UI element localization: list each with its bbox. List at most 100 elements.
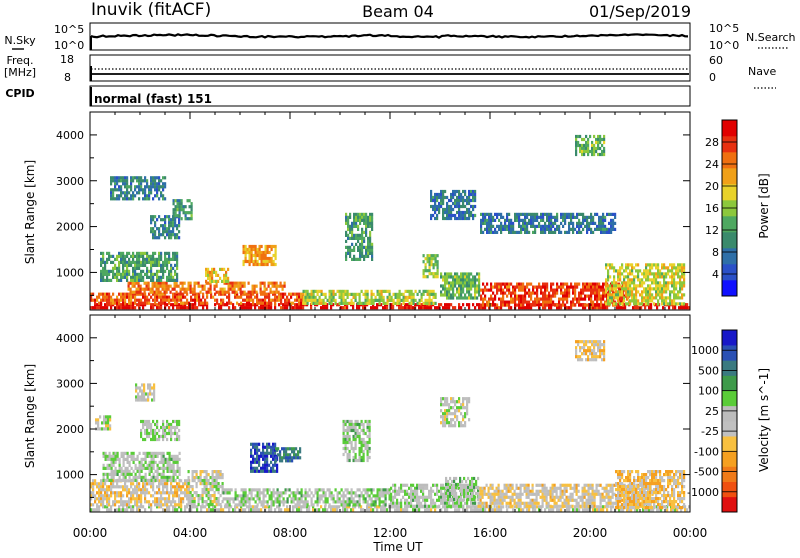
power-cell bbox=[144, 273, 146, 276]
power-cell bbox=[486, 289, 488, 292]
power-cell bbox=[144, 296, 146, 299]
velocity-cell bbox=[335, 500, 337, 503]
power-cell bbox=[460, 193, 462, 196]
power-cell bbox=[548, 292, 550, 295]
velocity-cell bbox=[264, 452, 266, 455]
power-cell bbox=[617, 284, 619, 287]
power-cell bbox=[544, 225, 546, 228]
power-cell bbox=[371, 216, 373, 219]
power-cell bbox=[367, 243, 369, 246]
power-cell bbox=[100, 279, 102, 282]
power-cell bbox=[502, 295, 504, 298]
power-cell bbox=[438, 211, 440, 214]
power-cell bbox=[92, 306, 94, 309]
power-cell bbox=[468, 214, 470, 217]
power-cell bbox=[522, 295, 524, 298]
power-cell bbox=[686, 303, 688, 306]
power-cell bbox=[116, 255, 118, 258]
power-cell bbox=[542, 216, 544, 219]
velocity-cell bbox=[233, 500, 235, 503]
power-cell bbox=[122, 267, 124, 270]
power-cell bbox=[532, 292, 534, 295]
power-cell bbox=[367, 293, 369, 296]
power-cell bbox=[191, 217, 193, 220]
power-cell bbox=[619, 278, 621, 281]
power-cell bbox=[468, 290, 470, 293]
power-cell bbox=[132, 176, 134, 179]
power-cell bbox=[605, 287, 607, 290]
power-cell bbox=[663, 284, 665, 287]
velocity-cell bbox=[287, 488, 289, 491]
power-cell bbox=[627, 272, 629, 275]
power-cell bbox=[112, 261, 114, 264]
power-cell bbox=[590, 286, 592, 289]
velocity-cell bbox=[188, 479, 190, 482]
power-cell bbox=[427, 275, 429, 278]
velocity-cell bbox=[379, 503, 381, 506]
power-cell bbox=[106, 306, 108, 309]
power-cell bbox=[110, 194, 112, 197]
power-cell bbox=[180, 288, 182, 291]
power-cell bbox=[669, 290, 671, 293]
power-cell bbox=[363, 219, 365, 222]
power-cell bbox=[480, 228, 482, 231]
velocity-cell bbox=[220, 476, 222, 479]
velocity-cell bbox=[357, 500, 359, 503]
velocity-cell bbox=[428, 508, 430, 511]
power-cell bbox=[494, 306, 496, 309]
power-cell bbox=[189, 217, 191, 220]
power-cell bbox=[625, 275, 627, 278]
power-cell bbox=[305, 296, 307, 299]
velocity-cell bbox=[271, 491, 273, 494]
velocity-cell bbox=[370, 508, 372, 511]
power-cell bbox=[629, 272, 631, 275]
power-cell bbox=[536, 219, 538, 222]
velocity-cell bbox=[188, 482, 190, 485]
velocity-cell bbox=[162, 497, 164, 500]
power-cell bbox=[407, 296, 409, 299]
velocity-cell bbox=[225, 491, 227, 494]
power-cell bbox=[435, 302, 437, 305]
power-cell bbox=[586, 222, 588, 225]
power-cell bbox=[144, 185, 146, 188]
velocity-cell bbox=[182, 500, 184, 503]
power-cell bbox=[677, 296, 679, 299]
power-cell bbox=[140, 185, 142, 188]
power-cell bbox=[514, 301, 516, 304]
velocity-cell bbox=[286, 505, 288, 508]
power-cell bbox=[371, 249, 373, 252]
power-cell bbox=[116, 267, 118, 270]
power-cell bbox=[393, 302, 395, 305]
velocity-cell bbox=[313, 494, 315, 497]
power-cell bbox=[433, 290, 435, 293]
power-cell bbox=[256, 299, 258, 302]
power-cell bbox=[665, 296, 667, 299]
power-cell bbox=[138, 267, 140, 270]
power-cell bbox=[363, 237, 365, 240]
power-cell bbox=[162, 285, 164, 288]
power-cell bbox=[478, 306, 480, 309]
power-cell bbox=[114, 179, 116, 182]
power-cell bbox=[466, 275, 468, 278]
velocity-cell bbox=[268, 464, 270, 467]
power-cell bbox=[134, 270, 136, 273]
velocity-cell bbox=[396, 508, 398, 511]
power-cell bbox=[176, 236, 178, 239]
power-cell bbox=[118, 188, 120, 191]
velocity-cell bbox=[220, 470, 222, 473]
power-cell bbox=[613, 287, 615, 290]
power-cell bbox=[323, 299, 325, 302]
power-cell bbox=[651, 266, 653, 269]
power-cell bbox=[345, 219, 347, 222]
power-cell bbox=[205, 268, 207, 271]
power-cell bbox=[584, 289, 586, 292]
power-cell bbox=[580, 298, 582, 301]
velocity-cell bbox=[237, 497, 239, 500]
power-cell bbox=[272, 299, 274, 302]
velocity-cell bbox=[256, 458, 258, 461]
power-cell bbox=[182, 288, 184, 291]
power-cell bbox=[341, 299, 343, 302]
velocity-cell bbox=[204, 500, 206, 503]
power-cell bbox=[369, 234, 371, 237]
